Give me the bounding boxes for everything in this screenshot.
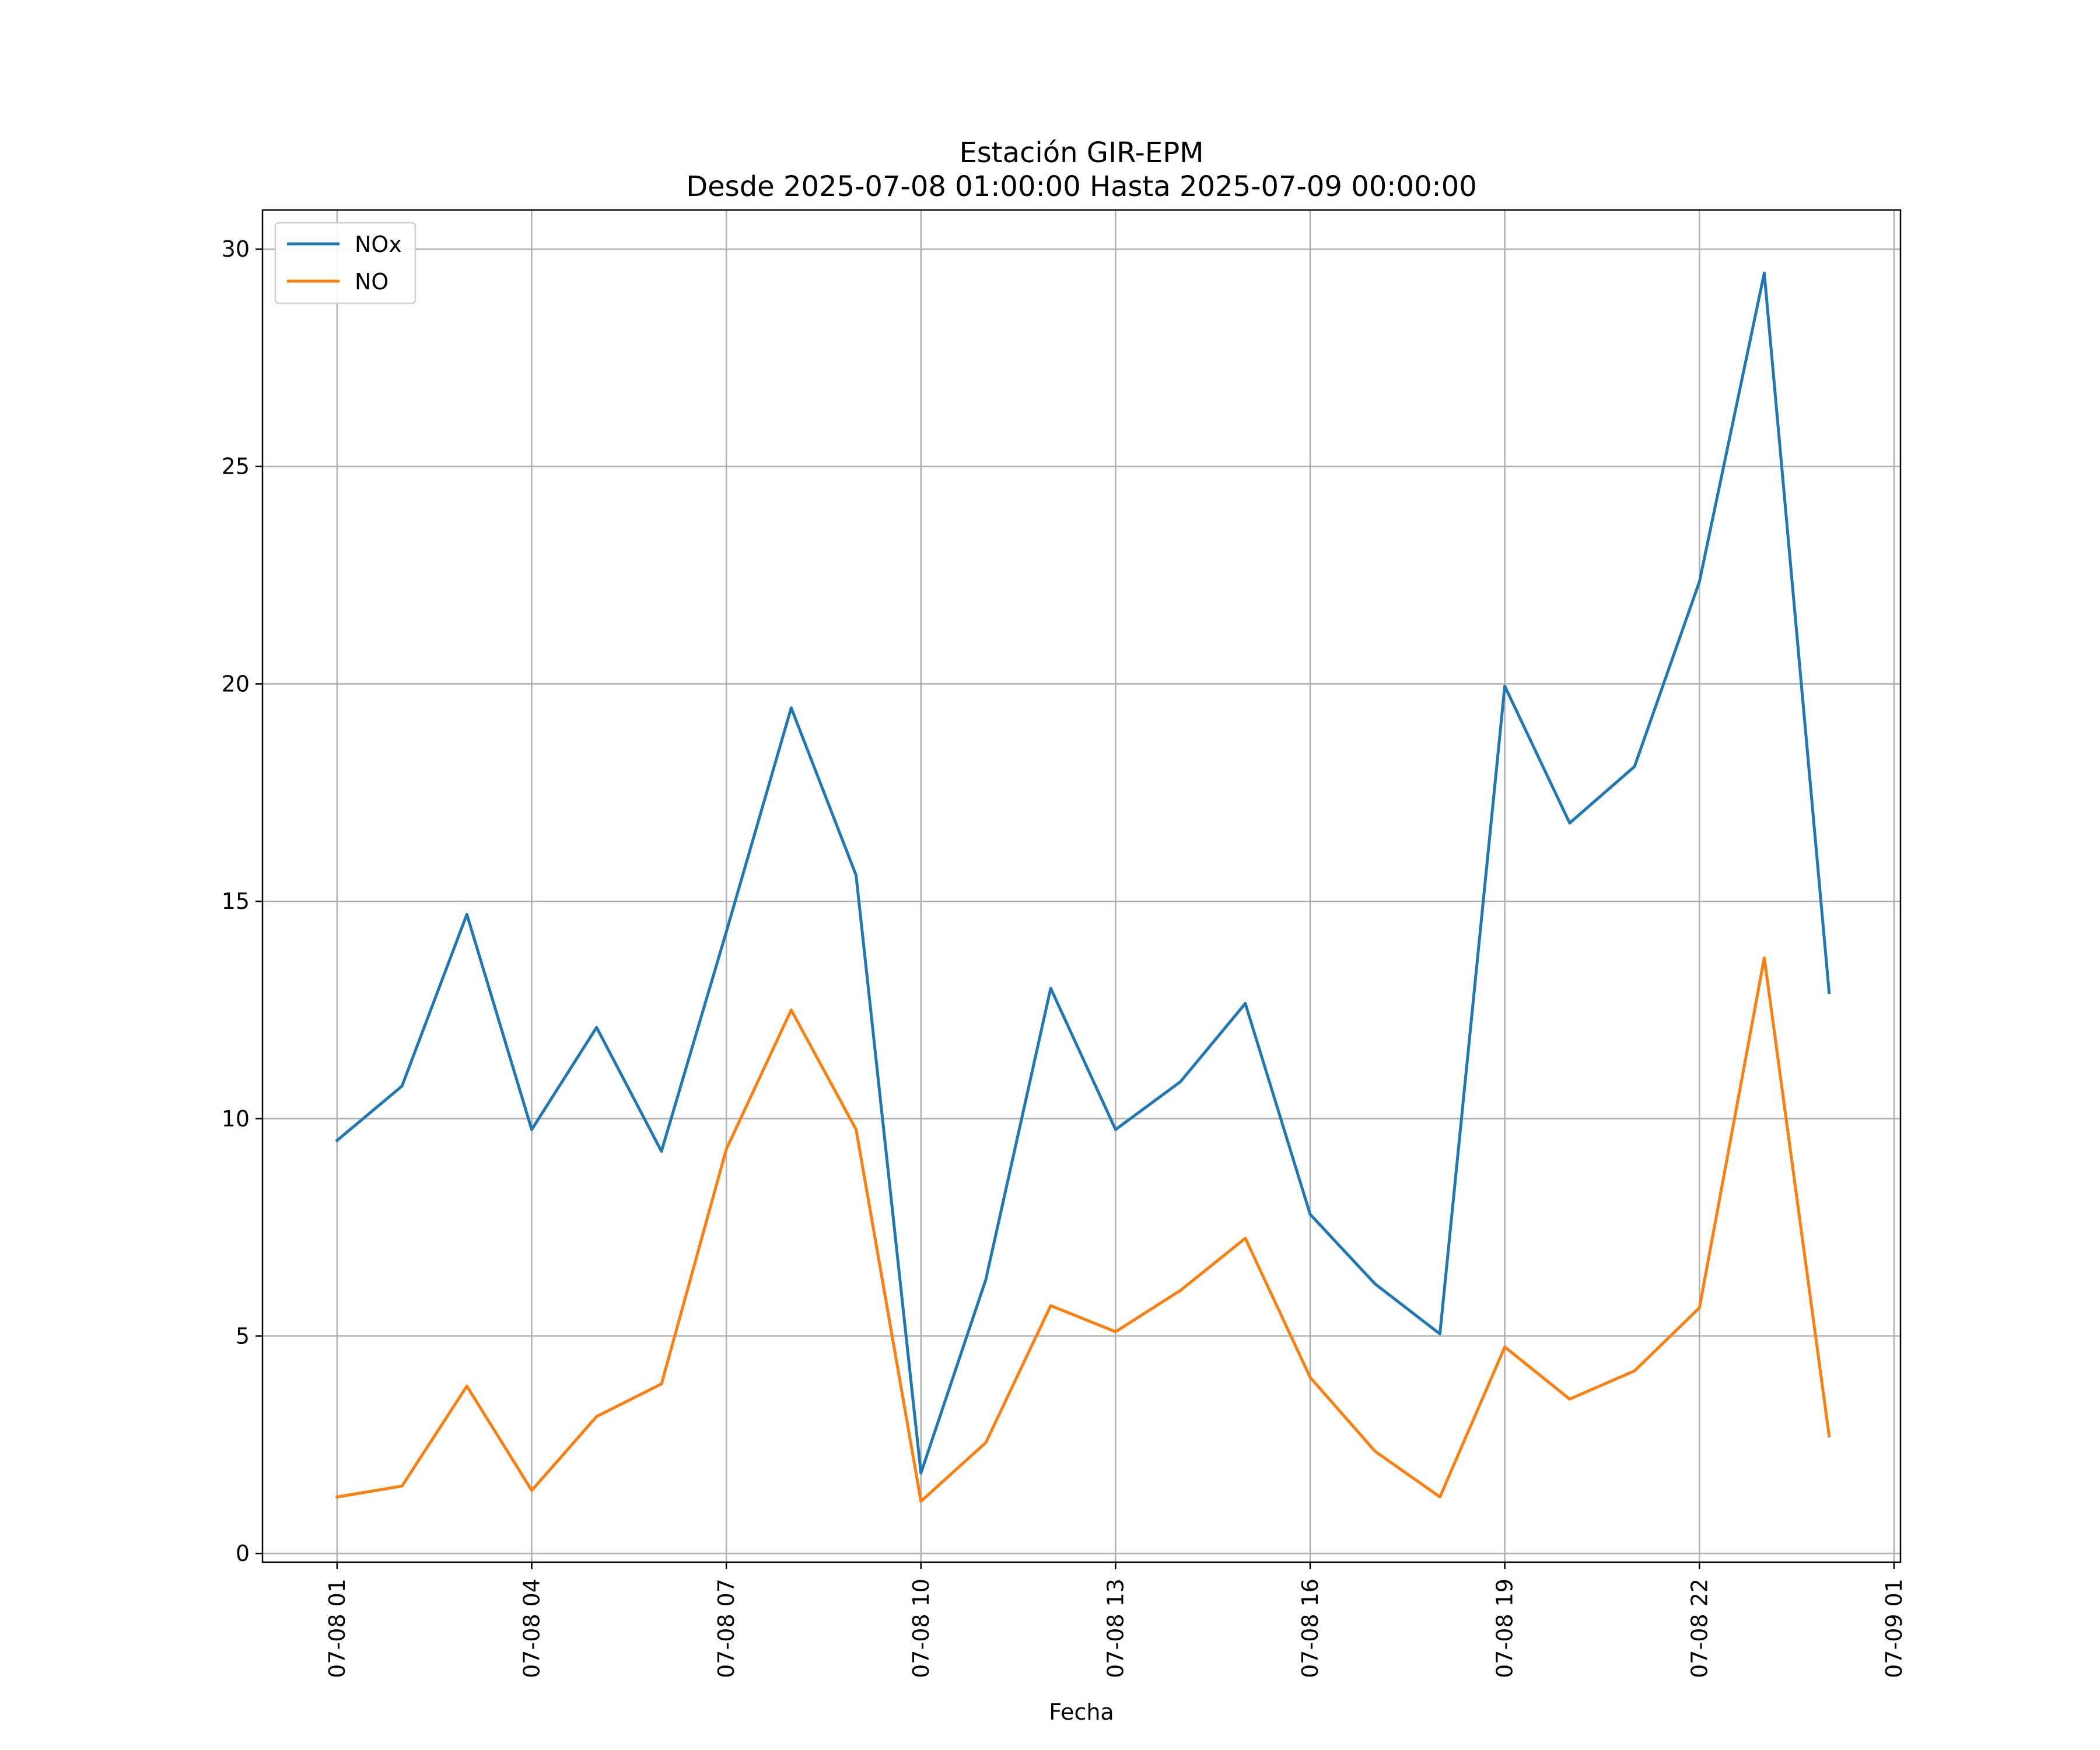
legend-label-no: NO: [355, 269, 388, 295]
y-tick-label: 30: [222, 236, 250, 262]
x-tick-label: 07-08 04: [519, 1578, 545, 1678]
x-axis-label: Fecha: [1049, 1699, 1114, 1725]
grid: [262, 210, 1901, 1562]
chart-subtitle: Desde 2025-07-08 01:00:00 Hasta 2025-07-…: [686, 170, 1477, 203]
y-tick-label: 25: [222, 454, 250, 480]
y-tick-label: 15: [222, 888, 250, 914]
y-axis: 0 5 10 15 20 25 30: [222, 236, 262, 1566]
x-tick-label: 07-08 10: [908, 1578, 934, 1678]
legend: NOx NO: [274, 222, 416, 304]
x-tick-label: 07-09 01: [1881, 1578, 1907, 1678]
series-line-no: [335, 956, 1831, 1503]
y-tick-label: 20: [222, 671, 250, 696]
legend-label-nox: NOx: [355, 232, 402, 257]
chart-title: Estación GIR-EPM: [959, 136, 1203, 169]
x-tick-label: 07-08 01: [324, 1578, 350, 1678]
x-tick-label: 07-08 16: [1297, 1578, 1323, 1678]
x-axis: 07-08 01 07-08 04 07-08 07 07-08 10 07-08 13…: [324, 1562, 1907, 1678]
series-lines: [335, 271, 1831, 1503]
y-tick-label: 5: [236, 1323, 250, 1349]
x-tick-label: 07-08 19: [1492, 1578, 1518, 1678]
y-tick-label: 0: [236, 1541, 250, 1566]
x-tick-label: 07-08 22: [1686, 1578, 1712, 1678]
series-line-nox: [335, 271, 1831, 1475]
x-tick-label: 07-08 07: [713, 1578, 739, 1678]
x-tick-label: 07-08 13: [1102, 1578, 1128, 1678]
y-tick-label: 10: [222, 1106, 250, 1132]
plot-frame: [261, 209, 1902, 1563]
